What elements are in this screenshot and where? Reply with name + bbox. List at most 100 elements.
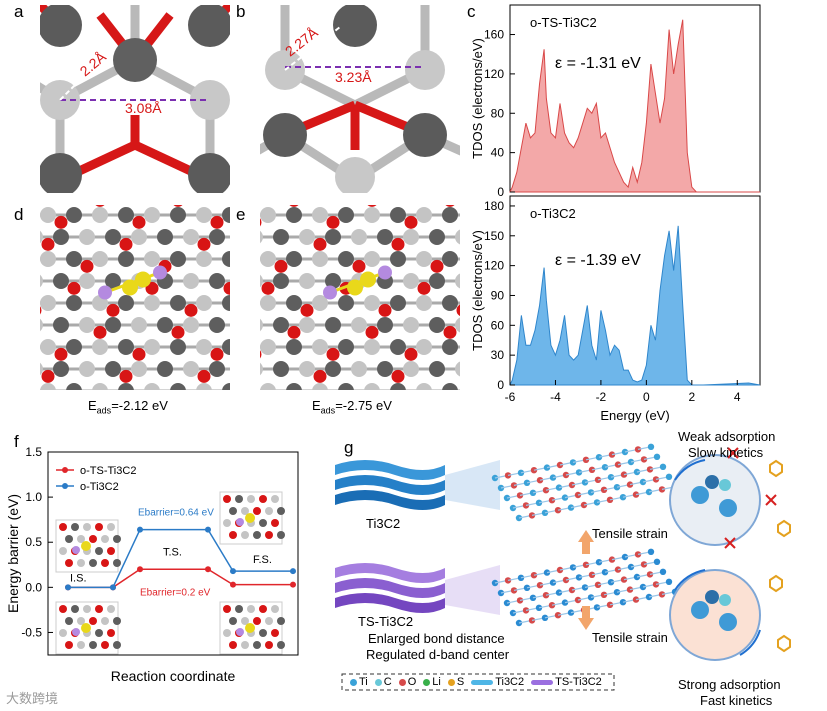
ti-atom bbox=[157, 361, 173, 377]
atom bbox=[241, 531, 249, 539]
atom bbox=[277, 531, 285, 539]
lattice-atom bbox=[646, 571, 654, 578]
ti-atom bbox=[429, 229, 445, 245]
lattice-atom bbox=[554, 612, 562, 619]
atom bbox=[235, 495, 243, 503]
atom bbox=[265, 617, 273, 625]
lattice-atom bbox=[647, 548, 655, 555]
x-axis-label: Energy (eV) bbox=[600, 408, 669, 423]
panel-b-svg: 2.27Å 3.23Å bbox=[260, 5, 460, 193]
ti-atom bbox=[222, 295, 230, 311]
strong-adsorption-text: Strong adsorption bbox=[678, 677, 781, 692]
o-atom bbox=[300, 303, 314, 317]
ti-atom bbox=[40, 362, 43, 376]
lattice-atom bbox=[646, 466, 654, 473]
atom bbox=[253, 507, 261, 515]
legend-entry: S bbox=[447, 676, 464, 688]
legend-entry: O bbox=[398, 676, 417, 688]
energy-point bbox=[137, 566, 143, 573]
o-atom bbox=[352, 259, 366, 273]
tdos-series-title: o-Ti3C2 bbox=[530, 206, 576, 221]
lattice-atom bbox=[528, 617, 536, 624]
ti-atom bbox=[455, 317, 460, 333]
ti-dark-atom bbox=[188, 153, 230, 193]
ti-atom bbox=[299, 273, 315, 289]
structure-inset bbox=[55, 519, 121, 573]
atom bbox=[59, 605, 67, 613]
o-atom bbox=[313, 237, 327, 251]
ti-atom bbox=[351, 361, 367, 377]
ti-atom bbox=[325, 361, 341, 377]
ti-atom bbox=[260, 318, 263, 332]
lattice-atom bbox=[530, 467, 538, 474]
li-atom bbox=[236, 518, 244, 526]
lattice-atom bbox=[633, 573, 641, 581]
legend-label: O bbox=[407, 676, 417, 688]
ti-atom bbox=[455, 229, 460, 245]
lattice-atom bbox=[640, 456, 648, 463]
lattice-atom bbox=[634, 446, 642, 453]
barrier-annotation: Ebarrier=0.64 eV bbox=[138, 508, 214, 519]
lattice-atom bbox=[542, 592, 550, 599]
ti-atom bbox=[92, 383, 108, 390]
distance-label: 3.08Å bbox=[125, 100, 162, 116]
lattice-atom bbox=[627, 458, 635, 466]
panel-label-d: d bbox=[14, 205, 24, 224]
structure-inset bbox=[219, 491, 285, 545]
ti-atom bbox=[260, 230, 263, 244]
energy-point bbox=[290, 568, 296, 575]
legend-label: o-TS-Ti3C2 bbox=[80, 465, 136, 477]
o-atom bbox=[443, 325, 457, 339]
ti-atom bbox=[286, 251, 302, 267]
y-tick-label: 0.5 bbox=[25, 535, 42, 549]
o-atom bbox=[197, 369, 211, 383]
y-tick-label: 120 bbox=[484, 67, 504, 81]
ti-dark-atom bbox=[113, 38, 157, 82]
epsilon-annotation: ε = -1.31 eV bbox=[555, 55, 641, 72]
lattice-atom bbox=[542, 487, 550, 494]
lattice-atom bbox=[569, 459, 577, 466]
atom bbox=[229, 507, 237, 515]
o-atom bbox=[287, 325, 301, 339]
ti-atom bbox=[157, 317, 173, 333]
ti-light-atom bbox=[405, 50, 445, 90]
atom bbox=[253, 617, 261, 625]
atom bbox=[223, 519, 231, 527]
x-tick-label: 4 bbox=[734, 390, 741, 404]
tdos-area bbox=[509, 225, 761, 386]
atom bbox=[101, 559, 109, 567]
tdos-area bbox=[509, 19, 760, 193]
atom bbox=[95, 629, 103, 637]
polysulfide-molecule-icon bbox=[769, 459, 791, 653]
ti-atom bbox=[183, 273, 199, 289]
lattice-atom bbox=[619, 599, 627, 606]
ti-atom bbox=[222, 251, 230, 267]
weak-adsorption-text: Weak adsorption bbox=[678, 429, 776, 444]
lattice-atom bbox=[504, 472, 512, 479]
lattice-atom bbox=[608, 451, 616, 458]
atom bbox=[265, 641, 273, 649]
legend-entry: Li bbox=[423, 676, 441, 688]
ti-dark-atom bbox=[333, 5, 377, 47]
ti-atom bbox=[299, 361, 315, 377]
y-tick-label: 160 bbox=[484, 28, 504, 42]
ti-atom bbox=[170, 207, 186, 223]
ti-atom bbox=[222, 339, 230, 355]
li-atom bbox=[323, 285, 337, 300]
lattice-atom bbox=[593, 604, 601, 611]
ti-atom bbox=[40, 230, 43, 244]
lattice-atom bbox=[517, 469, 525, 476]
ts-ti3c2-lattice bbox=[491, 548, 679, 627]
lattice-atom bbox=[516, 492, 524, 499]
panel-label-c: c bbox=[467, 2, 476, 21]
weak-adsorption-zoom bbox=[669, 454, 761, 546]
atom bbox=[113, 535, 121, 543]
lattice-atom bbox=[575, 469, 583, 476]
atom bbox=[229, 617, 237, 625]
y-tick-label: 120 bbox=[484, 259, 504, 273]
legend-label: TS-Ti3C2 bbox=[555, 676, 602, 688]
ti-atom bbox=[364, 339, 380, 355]
atom bbox=[113, 559, 121, 567]
bond-distance-caption: Enlarged bond distance bbox=[368, 631, 505, 646]
ti-atom bbox=[416, 207, 432, 223]
